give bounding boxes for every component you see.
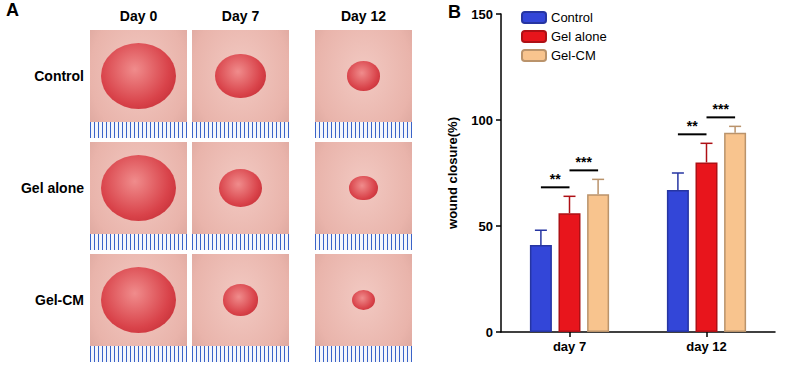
svg-text:**: ** — [550, 171, 561, 187]
svg-text:wound closure(%): wound closure(%) — [445, 117, 460, 230]
svg-text:0: 0 — [486, 325, 493, 340]
html-text:Gel alone: Gel alone — [21, 180, 84, 196]
svg-text:***: *** — [713, 101, 730, 117]
svg-text:100: 100 — [471, 113, 493, 128]
svg-text:day 12: day 12 — [686, 339, 726, 354]
svg-text:day 7: day 7 — [553, 339, 586, 354]
svg-text:Gel alone: Gel alone — [551, 29, 607, 44]
html-text:Control: Control — [34, 68, 84, 84]
html-text:Day 12: Day 12 — [340, 8, 387, 24]
html-text:B: B — [448, 2, 461, 22]
html-text:Day 7: Day 7 — [221, 8, 260, 24]
svg-text:Control: Control — [551, 10, 593, 25]
html-text:Day 0: Day 0 — [119, 8, 158, 24]
svg-text:Gel-CM: Gel-CM — [551, 48, 596, 63]
svg-text:150: 150 — [471, 7, 493, 22]
svg-text:**: ** — [687, 118, 698, 134]
html-text:Gel-CM: Gel-CM — [35, 292, 84, 308]
svg-text:50: 50 — [479, 219, 493, 234]
html-text:A: A — [6, 0, 19, 20]
svg-text:***: *** — [576, 154, 593, 170]
